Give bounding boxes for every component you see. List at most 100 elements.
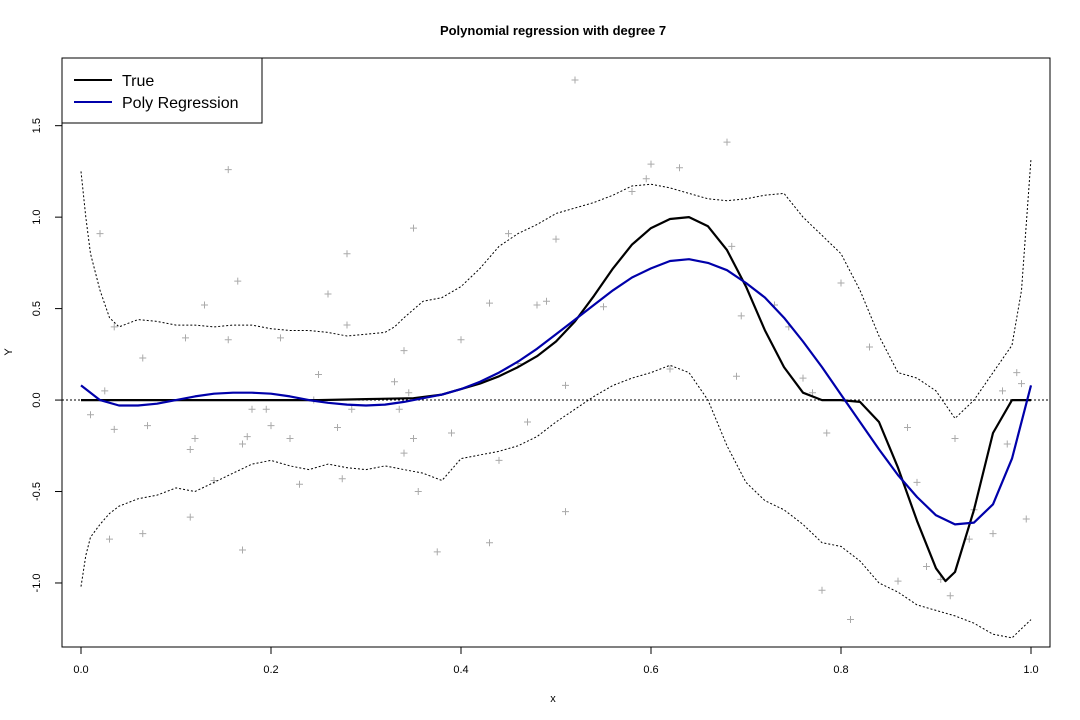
y-axis-label: Y (3, 348, 15, 356)
legend: True Poly Regression (61, 57, 263, 124)
scatter-point (965, 535, 973, 543)
scatter-point (837, 279, 845, 287)
scatter-point (262, 405, 270, 413)
scatter-point (733, 372, 740, 380)
scatter-point (799, 374, 807, 382)
scatter-point (191, 434, 199, 442)
scatter-point (823, 429, 831, 437)
scatter-point (486, 539, 493, 547)
scatter-points (87, 76, 1030, 624)
scatter-point (809, 389, 816, 397)
y-tick-label: 1.0 (31, 209, 43, 224)
legend-label-true: True (122, 73, 154, 90)
scatter-point (666, 365, 674, 373)
scatter-point (866, 343, 873, 351)
scatter-point (243, 433, 251, 441)
scatter-point (405, 389, 413, 397)
scatter-point (642, 175, 650, 183)
scatter-point (728, 242, 736, 250)
y-tick-label: -1.0 (31, 573, 43, 592)
scatter-point (414, 488, 422, 496)
scatter-point (647, 160, 655, 168)
scatter-point (410, 224, 417, 232)
scatter-point (338, 475, 346, 483)
confidence-band-lower (80, 364, 1032, 639)
scatter-point (106, 535, 113, 543)
scatter-point (410, 434, 417, 442)
plot-area (62, 76, 1050, 639)
confidence-band-upper (80, 158, 1032, 420)
x-tick-label: 1.0 (1023, 664, 1038, 676)
scatter-point (267, 422, 275, 430)
scatter-point (186, 513, 194, 521)
series-line-true (81, 216, 1031, 583)
scatter-point (676, 164, 683, 172)
scatter-point (818, 586, 826, 594)
scatter-point (505, 230, 512, 238)
series-line-poly-regression (80, 258, 1033, 526)
y-tick-label: -0.5 (31, 482, 43, 501)
scatter-point (904, 423, 911, 431)
scatter-point (989, 530, 997, 538)
scatter-point (315, 370, 322, 378)
scatter-point (277, 334, 284, 342)
x-axis: 0.0 0.2 0.4 0.6 0.8 1.0 (73, 646, 1039, 676)
scatter-point (234, 277, 242, 285)
y-tick-label: 1.5 (31, 118, 43, 133)
legend-label-poly-regression: Poly Regression (122, 95, 239, 112)
scatter-point (400, 347, 408, 355)
scatter-point (524, 418, 531, 426)
scatter-point (286, 434, 294, 442)
x-axis-label: x (550, 693, 556, 705)
y-tick-label: 0.5 (31, 301, 43, 316)
x-tick-label: 0.4 (453, 664, 468, 676)
scatter-point (348, 405, 356, 413)
scatter-point (562, 508, 569, 516)
scatter-point (723, 138, 731, 146)
scatter-point (923, 563, 930, 571)
chart-title: Polynomial regression with degree 7 (440, 23, 666, 38)
scatter-point (533, 301, 541, 309)
scatter-point (239, 546, 246, 554)
scatter-point (433, 548, 441, 556)
scatter-point (139, 354, 147, 362)
scatter-point (448, 429, 455, 437)
scatter-point (486, 299, 493, 307)
scatter-point (101, 387, 109, 395)
scatter-point (139, 530, 147, 538)
scatter-point (457, 336, 465, 344)
scatter-point (87, 411, 94, 419)
scatter-point (571, 76, 579, 84)
x-tick-label: 0.2 (263, 664, 278, 676)
scatter-point (913, 478, 921, 486)
scatter-point (1018, 380, 1025, 388)
scatter-point (110, 425, 118, 433)
scatter-point (562, 381, 569, 389)
scatter-point (239, 440, 246, 448)
y-tick-label: 0.0 (31, 392, 43, 407)
scatter-point (391, 378, 398, 386)
scatter-point (182, 334, 189, 342)
scatter-point (1013, 369, 1021, 377)
scatter-point (296, 480, 303, 488)
scatter-point (628, 188, 636, 196)
scatter-point (201, 301, 208, 309)
scatter-point (224, 336, 232, 344)
scatter-point (224, 166, 232, 174)
scatter-point (946, 592, 954, 600)
scatter-point (110, 323, 118, 331)
scatter-point (343, 250, 351, 258)
scatter-point (400, 449, 408, 457)
scatter-point (1003, 440, 1011, 448)
scatter-point (847, 616, 854, 624)
scatter-point (395, 405, 403, 413)
scatter-point (96, 230, 104, 238)
y-axis: -1.0 -0.5 0.0 0.5 1.0 1.5 (31, 118, 63, 592)
scatter-point (324, 290, 332, 298)
scatter-point (144, 422, 151, 430)
scatter-point (552, 235, 560, 243)
scatter-point (343, 321, 351, 329)
scatter-point (1022, 515, 1030, 523)
legend-box (61, 57, 263, 124)
